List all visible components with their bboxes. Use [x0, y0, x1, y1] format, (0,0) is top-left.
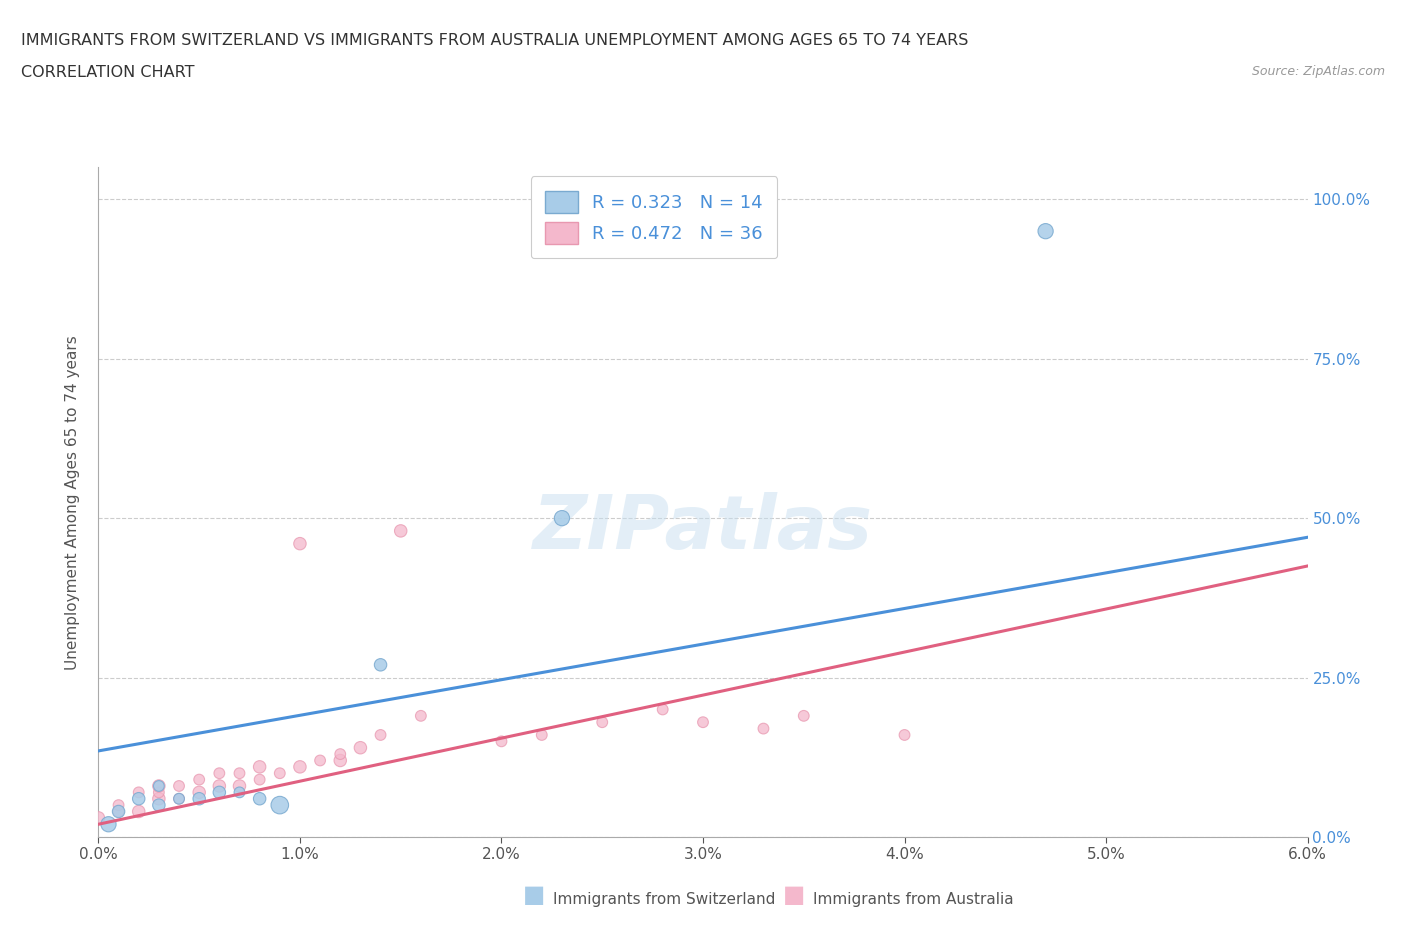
Point [249, 772, 271, 787]
Point [329, 747, 352, 762]
Text: Source: ZipAtlas.com: Source: ZipAtlas.com [1251, 65, 1385, 78]
Point [188, 785, 211, 800]
Point [409, 709, 432, 724]
Point [288, 537, 311, 551]
Point [309, 753, 332, 768]
Point [128, 804, 150, 819]
Legend: R = 0.323   N = 14, R = 0.472   N = 36: R = 0.323 N = 14, R = 0.472 N = 36 [530, 177, 778, 259]
Text: CORRELATION CHART: CORRELATION CHART [21, 65, 194, 80]
Point [591, 715, 613, 730]
Text: ■: ■ [523, 883, 546, 907]
Point [128, 791, 150, 806]
Text: ZIPatlas: ZIPatlas [533, 493, 873, 565]
Point [370, 658, 392, 672]
Point [530, 727, 553, 742]
Point [551, 511, 574, 525]
Point [107, 804, 129, 819]
Point [97, 817, 120, 831]
Point [329, 753, 352, 768]
Point [208, 785, 231, 800]
Point [370, 727, 392, 742]
Point [893, 727, 915, 742]
Point [389, 524, 412, 538]
Text: ■: ■ [783, 883, 806, 907]
Point [148, 778, 170, 793]
Point [249, 760, 271, 775]
Point [87, 810, 110, 825]
Text: IMMIGRANTS FROM SWITZERLAND VS IMMIGRANTS FROM AUSTRALIA UNEMPLOYMENT AMONG AGES: IMMIGRANTS FROM SWITZERLAND VS IMMIGRANT… [21, 33, 969, 47]
Point [269, 765, 291, 780]
Point [128, 785, 150, 800]
Point [167, 791, 190, 806]
Point [752, 721, 775, 736]
Point [167, 778, 190, 793]
Point [148, 778, 170, 793]
Point [148, 791, 170, 806]
Point [228, 778, 250, 793]
Point [167, 791, 190, 806]
Point [228, 785, 250, 800]
Point [148, 785, 170, 800]
Point [148, 798, 170, 813]
Point [107, 804, 129, 819]
Point [692, 715, 714, 730]
Point [208, 778, 231, 793]
Point [491, 734, 513, 749]
Point [188, 791, 211, 806]
Point [288, 760, 311, 775]
Point [249, 791, 271, 806]
Point [349, 740, 371, 755]
Text: Immigrants from Switzerland: Immigrants from Switzerland [553, 892, 775, 907]
Point [793, 709, 815, 724]
Point [1035, 224, 1057, 239]
Point [107, 798, 129, 813]
Point [188, 772, 211, 787]
Point [228, 765, 250, 780]
Point [651, 702, 673, 717]
Point [269, 798, 291, 813]
Y-axis label: Unemployment Among Ages 65 to 74 years: Unemployment Among Ages 65 to 74 years [65, 335, 80, 670]
Text: Immigrants from Australia: Immigrants from Australia [813, 892, 1014, 907]
Point [208, 765, 231, 780]
